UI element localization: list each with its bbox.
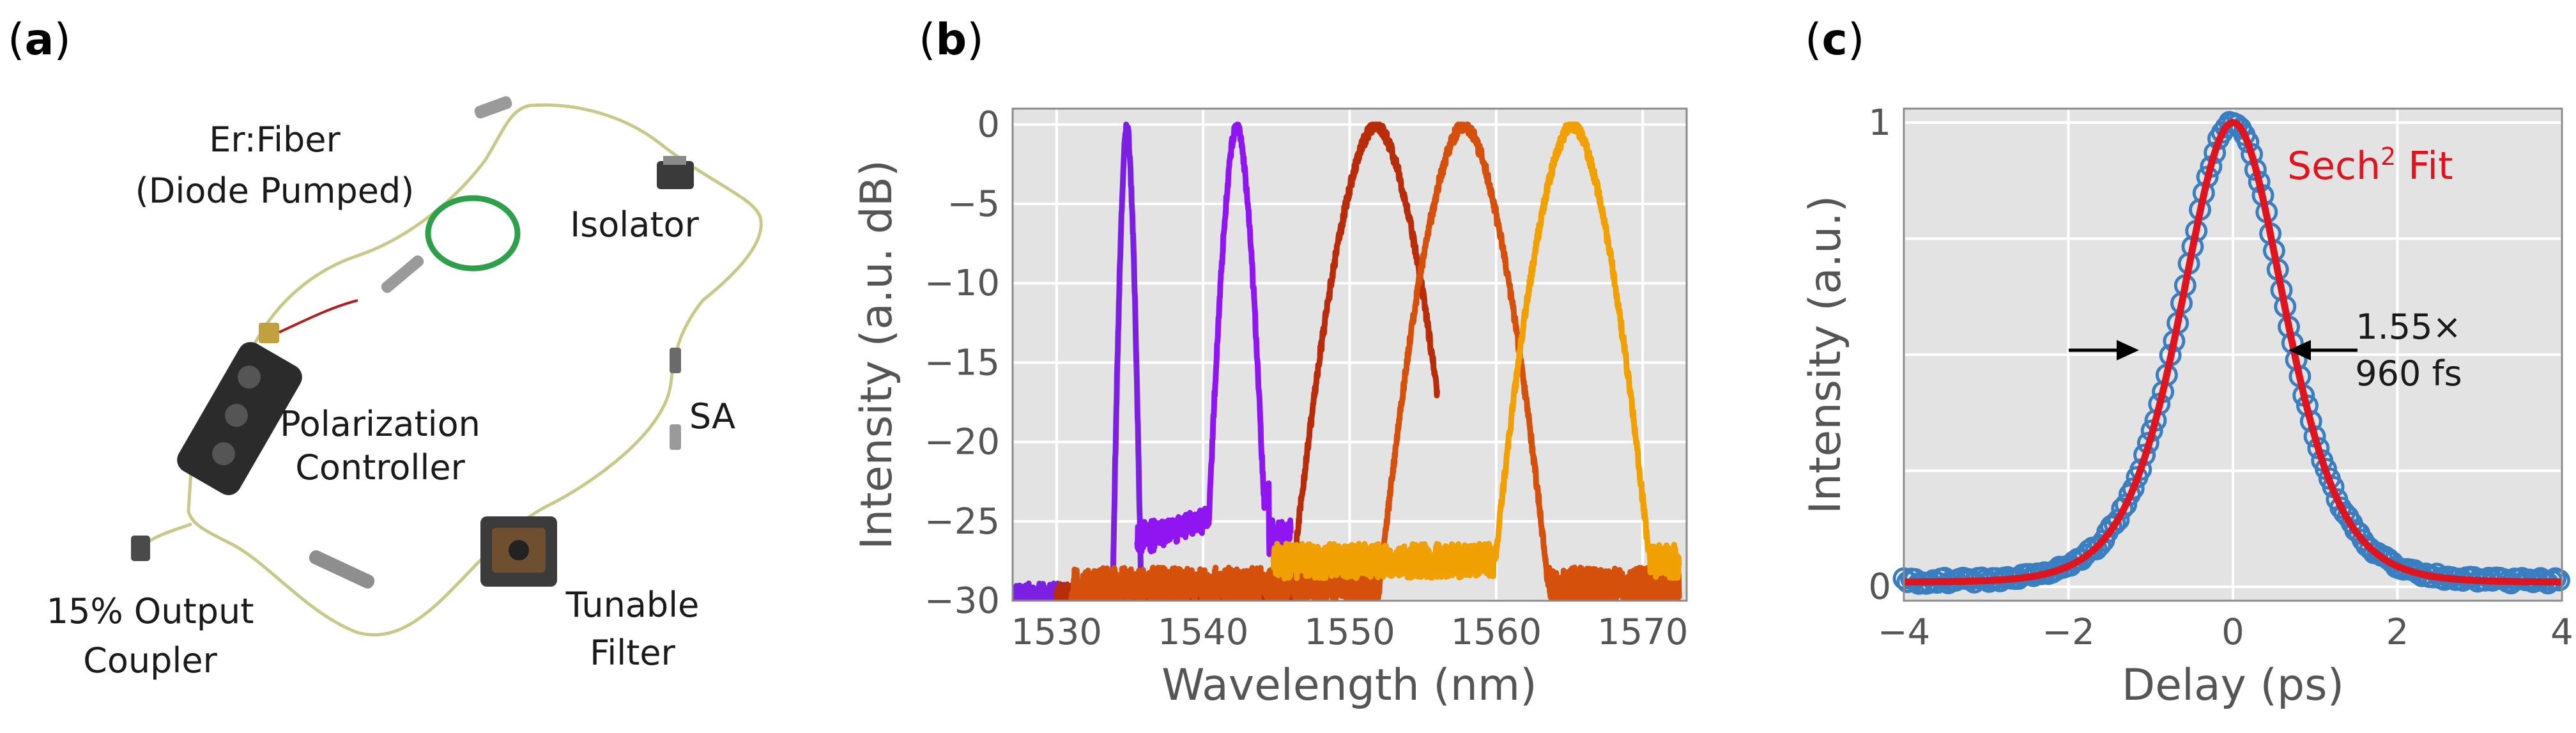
fiber-tail [146, 522, 192, 544]
pump-diode [259, 299, 358, 343]
spectrum-series [1013, 121, 1682, 601]
output-connector [131, 536, 150, 561]
spectrum-frame [1011, 107, 1688, 602]
spectrum-ticks: 1530 1540 1550 1560 1570 0 −5 −10 −15 −20 −25 −30 [924, 104, 1689, 653]
autocorrelation-x-tick: −2 [2042, 612, 2095, 653]
fwhm-label-2: 960 fs [2355, 353, 2462, 394]
wdm-device [381, 255, 424, 293]
spectrum-x-tick: 1530 [1011, 612, 1103, 653]
er-fiber-label-2: (Diode Pumped) [135, 171, 415, 211]
fwhm-arrow-left [2069, 340, 2139, 360]
tunable-filter-label-1: Tunable [565, 585, 700, 625]
spectrum-y-tick: −15 [924, 342, 1000, 383]
spectrum-series-2 [1134, 121, 1294, 557]
spectrum-x-tick: 1560 [1451, 612, 1542, 653]
spectrum-x-tick: 1540 [1158, 612, 1249, 653]
panel-a-label: (a) [8, 15, 71, 65]
autocorrelation-y-tick: 0 [1868, 566, 1891, 608]
spectrum-x-tick: 1570 [1597, 612, 1689, 653]
fiber-path [187, 103, 763, 637]
polarization-label-2: Controller [295, 447, 465, 488]
spectrum-y-tick: 0 [977, 104, 1000, 146]
fit-legend-label: Sech2 Fit [2287, 143, 2453, 189]
spectrum-y-tick: −10 [924, 263, 1000, 304]
autocorrelation-x-tick: 2 [2386, 612, 2409, 653]
autocorrelation-x-tick: −4 [1878, 612, 1931, 653]
polarization-controller-device [177, 342, 302, 495]
autocorrelation-frame [1903, 107, 2563, 602]
panel-c-label: (c) [1805, 15, 1864, 65]
sech2-fit-line [1904, 119, 2562, 586]
autocorrelation-ticks: −4 −2 0 2 4 0 1 [1868, 102, 2573, 653]
output-coupler-label-1: 15% Output [47, 591, 254, 631]
autocorrelation-series [1892, 111, 2570, 595]
tunable-filter-device [480, 516, 557, 587]
autocorrelation-x-tick: 0 [2221, 612, 2244, 653]
panel-b: (b) 1530 1540 1550 1560 1570 0 −5 −10 −15 −20 −25 −… [852, 15, 1688, 711]
spectrum-y-tick: −30 [924, 580, 1000, 622]
pump-combiner [474, 96, 512, 119]
sa-label: SA [689, 396, 735, 436]
panel-c: (c) −4 −2 0 2 4 0 1 Delay (ps) Intensity (a.u.… [1800, 15, 2573, 711]
spectrum-x-axis-label: Wavelength (nm) [1162, 660, 1537, 711]
fwhm-arrow-right [2288, 340, 2358, 360]
spectrum-series-4 [1068, 121, 1682, 601]
isolator-label: Isolator [570, 204, 699, 245]
tunable-filter-label-2: Filter [590, 633, 676, 673]
spectrum-y-axis-label: Intensity (a.u. dB) [852, 160, 902, 550]
spectrum-series-3 [1054, 121, 1440, 601]
sa-device [670, 348, 681, 450]
output-coupler-device [309, 550, 375, 589]
autocorrelation-y-axis-label: Intensity (a.u.) [1800, 196, 1851, 514]
autocorrelation-y-tick: 1 [1868, 102, 1891, 144]
isolator-device [657, 156, 694, 189]
spectrum-series-5 [1270, 121, 1682, 582]
polarization-label-1: Polarization [280, 404, 480, 444]
spectrum-x-tick: 1550 [1304, 612, 1395, 653]
spectrum-y-tick: −25 [924, 501, 1000, 543]
spectrum-y-tick: −5 [947, 183, 1000, 225]
autocorrelation-x-tick: 4 [2550, 612, 2573, 653]
er-fiber-label-1: Er:Fiber [209, 120, 341, 160]
spectrum-y-tick: −20 [924, 422, 1000, 463]
autocorrelation-x-axis-label: Delay (ps) [2122, 660, 2344, 711]
panel-b-label: (b) [919, 15, 984, 65]
fwhm-label-1: 1.55× [2356, 307, 2461, 347]
er-fiber-coil [425, 195, 521, 272]
autocorrelation-data-point [2355, 534, 2378, 557]
output-coupler-label-2: Coupler [83, 640, 217, 681]
panel-a: (a) [8, 15, 763, 681]
